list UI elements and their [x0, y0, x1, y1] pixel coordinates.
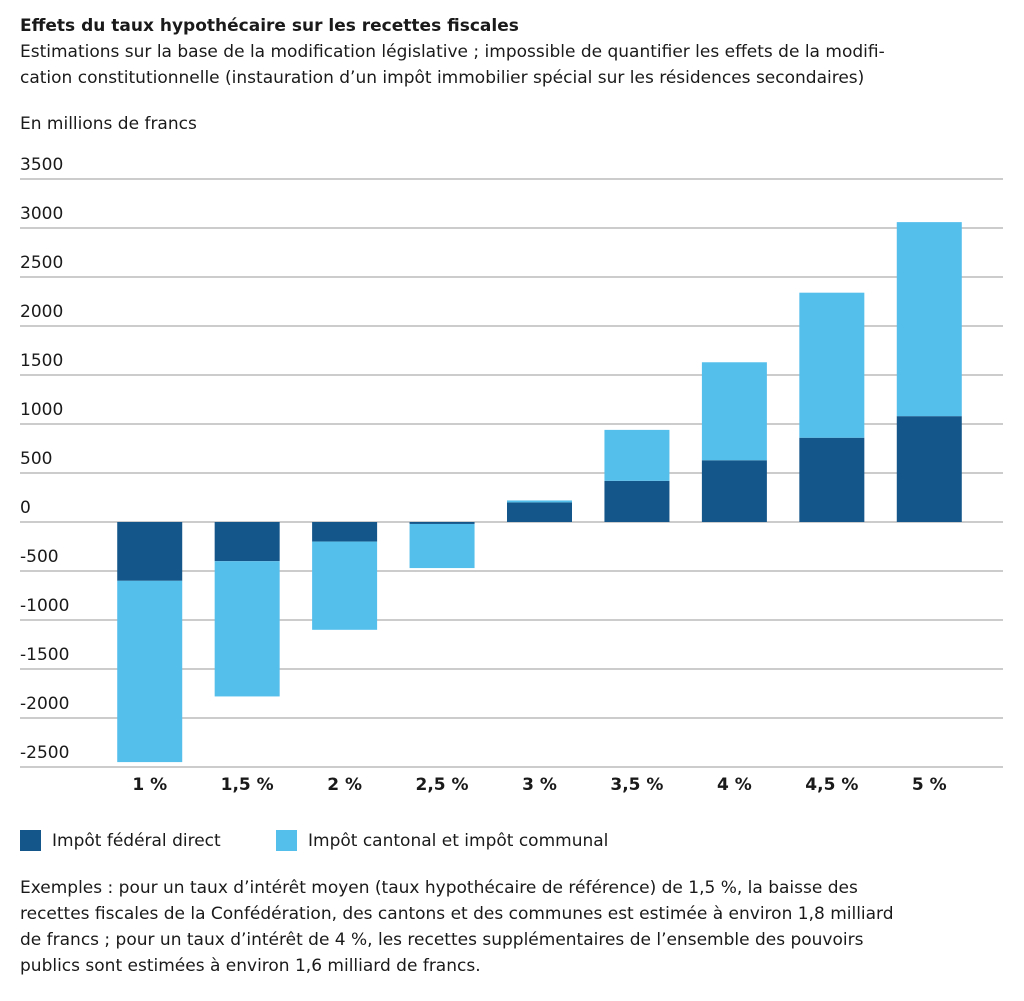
bar — [409, 522, 475, 524]
x-tick-label: 3,5 % — [610, 775, 663, 795]
bar — [507, 502, 572, 522]
x-tick-label: 2 % — [327, 775, 362, 795]
bar — [214, 522, 280, 562]
legend-swatch — [20, 830, 41, 851]
bar — [896, 416, 962, 522]
legend-label: Impôt cantonal et impôt communal — [308, 831, 608, 851]
x-tick-label: 4,5 % — [805, 775, 858, 795]
y-tick-label: -500 — [20, 547, 59, 567]
x-tick-label: 1 % — [132, 775, 167, 795]
bar — [701, 362, 767, 461]
y-tick-label: 3500 — [20, 155, 63, 175]
bar — [117, 580, 183, 763]
y-tick-label: -1500 — [20, 645, 69, 665]
x-tick-label: 5 % — [912, 775, 947, 795]
y-axis-label: En millions de francs — [20, 114, 197, 134]
y-tick-label: 0 — [20, 498, 31, 518]
y-tick-label: 1000 — [20, 400, 63, 420]
chart-subtitle: Estimations sur la base de la modificati… — [20, 42, 885, 62]
bar — [604, 480, 670, 522]
y-tick-label: 500 — [20, 449, 52, 469]
bar — [799, 292, 865, 438]
y-tick-label: -2000 — [20, 694, 69, 714]
bar — [409, 523, 475, 569]
y-tick-label: 2000 — [20, 302, 63, 322]
bar — [312, 522, 378, 542]
y-tick-label: -1000 — [20, 596, 69, 616]
bar — [701, 460, 767, 522]
bar — [312, 541, 378, 630]
legend-swatch — [276, 830, 297, 851]
y-tick-label: 3000 — [20, 204, 63, 224]
bar — [799, 437, 865, 522]
footnote: recettes fiscales de la Confédération, d… — [20, 904, 894, 924]
legend-label: Impôt fédéral direct — [52, 831, 221, 851]
x-tick-label: 1,5 % — [221, 775, 274, 795]
chart-title: Effets du taux hypothécaire sur les rece… — [20, 16, 519, 36]
y-tick-label: 1500 — [20, 351, 63, 371]
x-tick-label: 2,5 % — [416, 775, 469, 795]
bar — [604, 429, 670, 481]
x-tick-label: 4 % — [717, 775, 752, 795]
footnote: Exemples : pour un taux d’intérêt moyen … — [20, 878, 858, 898]
footnote: publics sont estimées à environ 1,6 mill… — [20, 956, 481, 976]
y-tick-label: -2500 — [20, 743, 69, 763]
bar — [896, 222, 962, 417]
chart-subtitle: cation constitutionnelle (instauration d… — [20, 68, 864, 88]
bar — [214, 561, 280, 697]
bar — [507, 500, 572, 503]
y-tick-label: 2500 — [20, 253, 63, 273]
x-tick-label: 3 % — [522, 775, 557, 795]
footnote: de francs ; pour un taux d’intérêt de 4 … — [20, 930, 864, 950]
bar — [117, 522, 183, 581]
